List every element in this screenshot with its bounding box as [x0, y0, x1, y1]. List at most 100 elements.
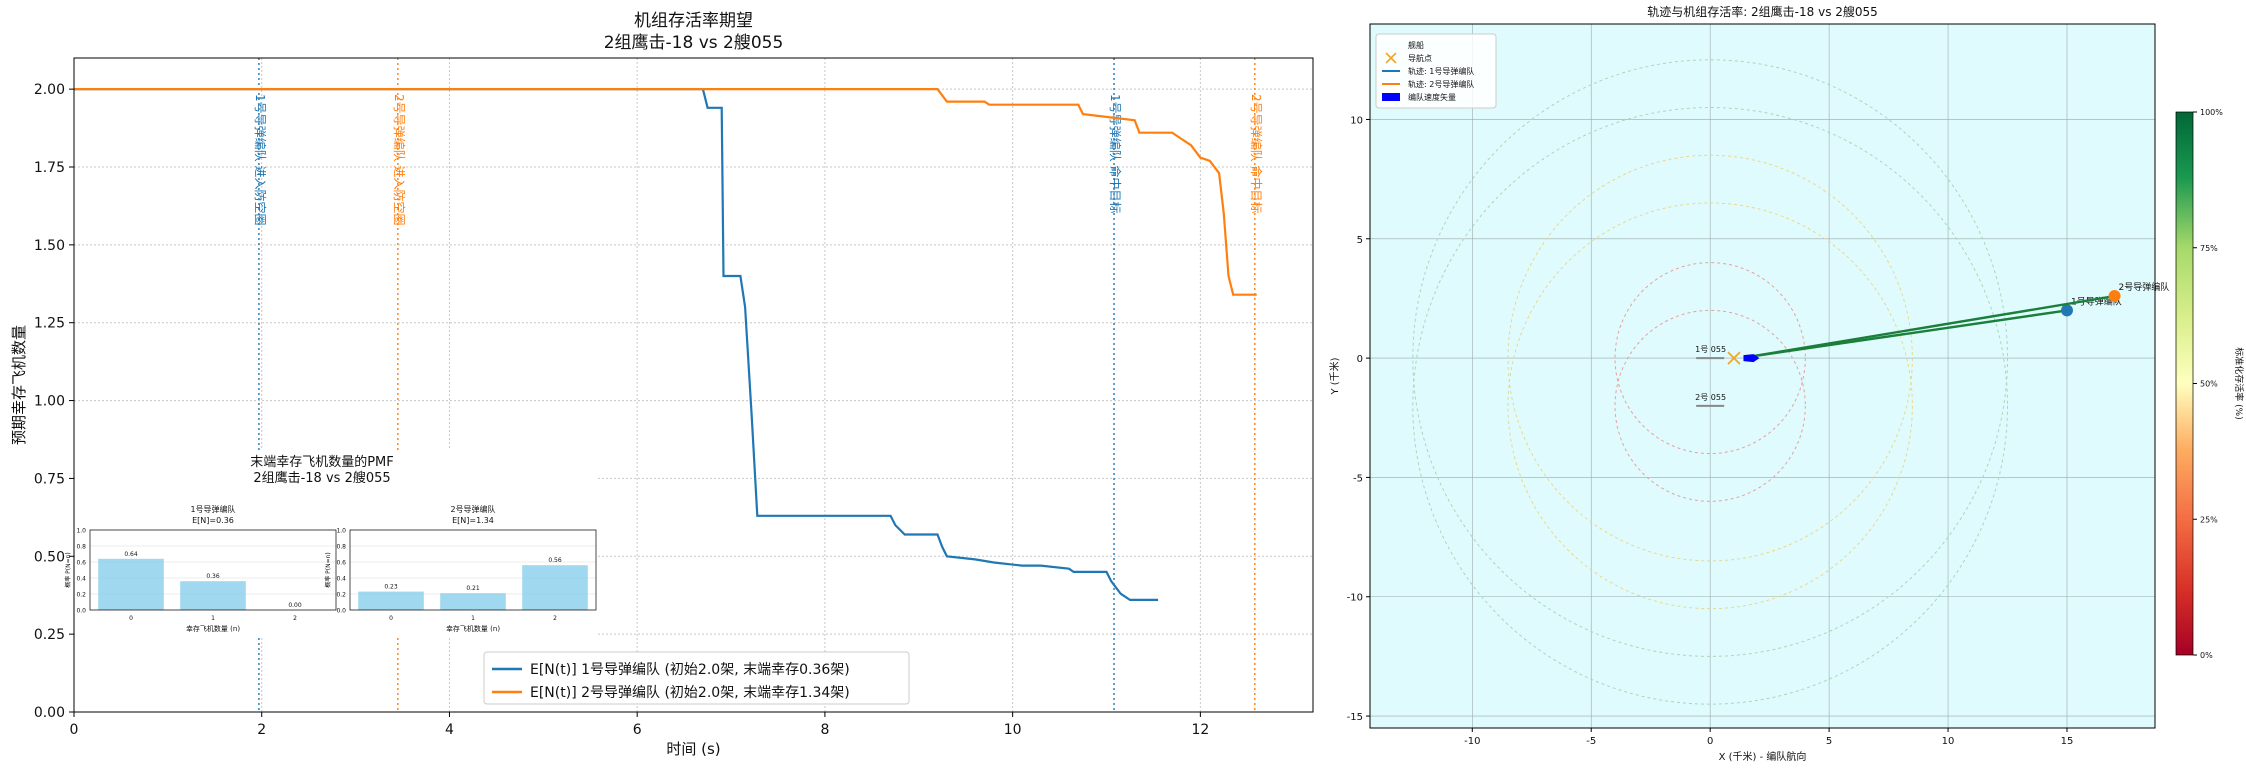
- y-tick-label: -15: [1347, 712, 1363, 723]
- inset-y-tick-label: 1.0: [76, 528, 86, 535]
- y-tick-label: 1.75: [34, 160, 65, 176]
- colorbar-tick-label: 50%: [2200, 380, 2218, 389]
- y-tick-label: 5: [1357, 235, 1363, 246]
- y-tick-label: 0.25: [34, 627, 65, 643]
- x-tick-label: 6: [633, 722, 642, 738]
- inset-x-axis-label: 幸存飞机数量 (n): [186, 624, 240, 633]
- defense-range-circle: [1614, 309, 1806, 502]
- y-tick-label: 0.00: [34, 705, 65, 721]
- x-tick-label: 0: [1707, 736, 1713, 747]
- y-tick-label: -10: [1347, 593, 1363, 604]
- trajectory-line: [1748, 294, 2115, 359]
- inset-bar: [440, 593, 506, 610]
- inset-y-tick-label: 0.8: [336, 544, 346, 551]
- legend-label: 舰船: [1408, 40, 1424, 50]
- inset-y-axis-label: 概率 P(N=n): [324, 552, 332, 588]
- inset-panel-frame: [349, 529, 597, 611]
- velocity-vector: [1743, 354, 1760, 363]
- inset-panel-subtitle: E[N]=1.34: [452, 516, 494, 525]
- ship-label: 1号 055: [1695, 345, 1726, 354]
- inset-x-tick-label: 2: [293, 615, 297, 622]
- x-tick-label: -5: [1586, 736, 1596, 747]
- trajectory-line: [1748, 309, 2068, 359]
- formation-marker: [2108, 290, 2121, 303]
- inset-bar-label: 0.56: [548, 557, 562, 564]
- legend-label: E[N(t)] 2号导弹编队 (初始2.0架, 末端幸存1.34架): [530, 684, 850, 701]
- series-line: [74, 88, 1159, 601]
- inset-bar-label: 0.21: [466, 585, 480, 592]
- legend-swatch: [1385, 52, 1397, 64]
- inset-panel-frame: [89, 529, 337, 611]
- event-line-label: 2号导弹编队 命中目标: [1249, 94, 1264, 213]
- inset-y-tick-label: 0.8: [76, 544, 86, 551]
- inset-bar: [98, 558, 164, 610]
- inset-y-tick-label: 0.6: [76, 560, 86, 567]
- x-tick-label: 8: [820, 722, 829, 738]
- plot-frame: [73, 57, 1314, 713]
- x-tick-label: 0: [70, 722, 79, 738]
- colorbar-tick-label: 100%: [2200, 108, 2223, 117]
- inset-bar-label: 0.00: [288, 602, 302, 609]
- y-tick-label: -5: [1353, 473, 1363, 484]
- waypoint-marker: [1727, 351, 1741, 365]
- event-line-label: 1号导弹编队 命中目标: [1108, 94, 1123, 213]
- y-tick-label: 2.00: [34, 82, 65, 98]
- colorbar-label: 标准化存活率 (%): [2233, 347, 2245, 419]
- inset-y-tick-label: 0.2: [76, 592, 86, 599]
- series-line: [74, 88, 1257, 296]
- inset-panel-title: 2号导弹编队: [450, 504, 495, 514]
- inset-x-tick-label: 1: [211, 615, 215, 622]
- colorbar-tick-label: 75%: [2200, 244, 2218, 253]
- inset-bar: [180, 581, 246, 610]
- x-axis-label: 时间 (s): [666, 740, 720, 758]
- legend-label: E[N(t)] 1号导弹编队 (初始2.0架, 末端幸存0.36架): [530, 661, 850, 678]
- x-tick-label: 10: [1942, 736, 1955, 747]
- colorbar-tick-label: 25%: [2200, 515, 2218, 524]
- y-tick-label: 0.75: [34, 471, 65, 487]
- legend-label: 导航点: [1408, 53, 1432, 63]
- defense-range-circle: [1614, 262, 1806, 455]
- defense-range-circle: [1412, 59, 2009, 657]
- legend-swatch: [1382, 93, 1400, 101]
- inset-y-tick-label: 0.2: [336, 592, 346, 599]
- y-axis-label: 预期幸存飞机数量: [10, 325, 28, 445]
- inset-y-tick-label: 0.4: [336, 576, 346, 583]
- legend-label: 轨迹: 1号导弹编队: [1408, 66, 1474, 76]
- inset-y-tick-label: 0.0: [336, 608, 346, 615]
- trajectory-title: 轨迹与机组存活率: 2组鹰击-18 vs 2艘055: [1647, 4, 1878, 19]
- legend-label: 轨迹: 2号导弹编队: [1408, 79, 1474, 89]
- inset-panel-title: 1号导弹编队: [190, 504, 235, 514]
- x-tick-label: 4: [445, 722, 454, 738]
- inset-bar-label: 0.23: [384, 584, 398, 591]
- inset-panel-subtitle: E[N]=0.36: [192, 516, 234, 525]
- colorbar-tick-label: 0%: [2200, 651, 2213, 660]
- formation-label: 2号导弹编队: [2119, 281, 2170, 293]
- colorbar: [2175, 111, 2194, 656]
- main-chart-subtitle: 2组鹰击-18 vs 2艘055: [604, 33, 784, 53]
- formation-label: 1号导弹编队: [2071, 295, 2122, 307]
- inset-x-tick-label: 2: [553, 615, 557, 622]
- main-chart-title: 机组存活率期望: [634, 11, 753, 31]
- inset-y-tick-label: 0.6: [336, 560, 346, 567]
- y-tick-label: 0: [1357, 354, 1363, 365]
- plot-frame: [1369, 23, 2156, 729]
- x-tick-label: 2: [257, 722, 266, 738]
- x-tick-label: -10: [1464, 736, 1480, 747]
- inset-bar-label: 0.36: [206, 573, 220, 580]
- x-tick-label: 5: [1826, 736, 1832, 747]
- event-line-label: 1号导弹编队 进入防空圈: [253, 94, 268, 225]
- inset-bar: [522, 565, 588, 610]
- inset-x-tick-label: 0: [389, 615, 393, 622]
- x-tick-label: 12: [1191, 722, 1209, 738]
- inset-x-tick-label: 0: [129, 615, 133, 622]
- ship-label: 2号 055: [1695, 393, 1726, 402]
- inset-y-tick-label: 0.4: [76, 576, 86, 583]
- legend-box: [1375, 33, 1497, 109]
- inset-bar: [358, 591, 424, 610]
- inset-y-tick-label: 0.0: [76, 608, 86, 615]
- plot-background: [1370, 24, 2155, 728]
- legend-label: 编队速度矢量: [1408, 92, 1456, 102]
- inset-x-axis-label: 幸存飞机数量 (n): [446, 624, 500, 633]
